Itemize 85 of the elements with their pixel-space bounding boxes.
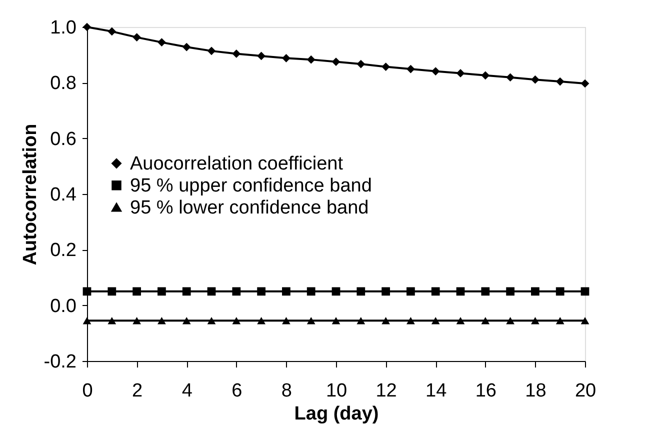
point: [356, 60, 366, 68]
point: [158, 287, 166, 296]
point: [232, 287, 241, 296]
x-tick-label: 20: [574, 380, 596, 402]
point: [406, 64, 415, 74]
point: [207, 46, 216, 56]
point: [82, 317, 92, 324]
x-tick-label: 6: [232, 380, 242, 402]
x-tick-label: 8: [281, 380, 292, 402]
x-tick-label: 2: [132, 380, 143, 402]
point: [257, 317, 266, 324]
x-tick-label: 14: [426, 380, 448, 402]
y-tick-label: 0.2: [50, 240, 76, 262]
y-tick-label: 0.6: [50, 128, 76, 150]
point: [108, 27, 116, 36]
point: [182, 317, 191, 324]
point: [406, 317, 415, 324]
x-tick-label: 10: [326, 380, 348, 402]
point: [481, 287, 490, 296]
y-tick-label: -0.2: [44, 352, 76, 372]
x-axis-title: Lag (day): [294, 404, 379, 424]
x-tick-label: 12: [376, 380, 397, 402]
y-tick-label: 1.0: [50, 18, 76, 38]
point: [332, 317, 340, 324]
point: [556, 287, 564, 296]
point: [182, 42, 191, 52]
point: [431, 317, 440, 324]
point: [332, 287, 340, 296]
point: [456, 317, 465, 324]
point: [506, 73, 514, 82]
point: [531, 317, 540, 324]
x-tick-label: 18: [525, 380, 546, 402]
point: [182, 287, 191, 296]
legend-label: 95 % upper confidence band: [130, 175, 372, 196]
x-tick-label: 4: [182, 380, 193, 402]
y-axis-title: Autocorrelation: [20, 124, 41, 266]
point: [506, 317, 514, 324]
point: [282, 317, 290, 324]
point: [108, 287, 116, 296]
point: [580, 287, 590, 296]
point: [158, 317, 166, 324]
point: [556, 317, 564, 324]
point: [332, 58, 340, 66]
point: [232, 317, 241, 324]
point: [158, 38, 166, 46]
x-tick-label: 0: [82, 380, 93, 402]
point: [132, 317, 141, 324]
point: [232, 50, 241, 58]
point: [108, 317, 116, 324]
point: [382, 317, 390, 324]
point: [556, 77, 564, 86]
y-tick-label: 0.8: [50, 73, 76, 94]
point: [257, 52, 266, 60]
y-tick-label: 0.4: [50, 184, 77, 206]
point: [580, 317, 590, 324]
point: [306, 55, 316, 64]
point: [456, 287, 465, 296]
point: [431, 287, 440, 296]
point: [531, 287, 540, 296]
point: [456, 69, 465, 78]
point: [531, 75, 540, 84]
point: [207, 317, 216, 324]
point: [306, 287, 316, 296]
point: [306, 317, 316, 324]
point: [132, 33, 141, 42]
point: [382, 287, 390, 296]
legend-label: Auocorrelation coefficient: [130, 153, 344, 174]
y-tick-label: 0.0: [50, 296, 76, 317]
point: [580, 79, 590, 88]
point: [282, 54, 290, 62]
point: [356, 317, 366, 324]
point: [82, 287, 92, 296]
point: [132, 287, 141, 296]
point: [481, 317, 490, 324]
point: [506, 287, 514, 296]
point: [481, 71, 490, 80]
point: [356, 287, 366, 296]
point: [207, 287, 216, 296]
point: [282, 287, 290, 296]
point: [257, 287, 266, 296]
point: [406, 287, 415, 296]
legend-label: 95 % lower confidence band: [130, 197, 369, 218]
point: [431, 67, 440, 76]
point: [382, 62, 390, 71]
x-tick-label: 16: [475, 380, 496, 402]
